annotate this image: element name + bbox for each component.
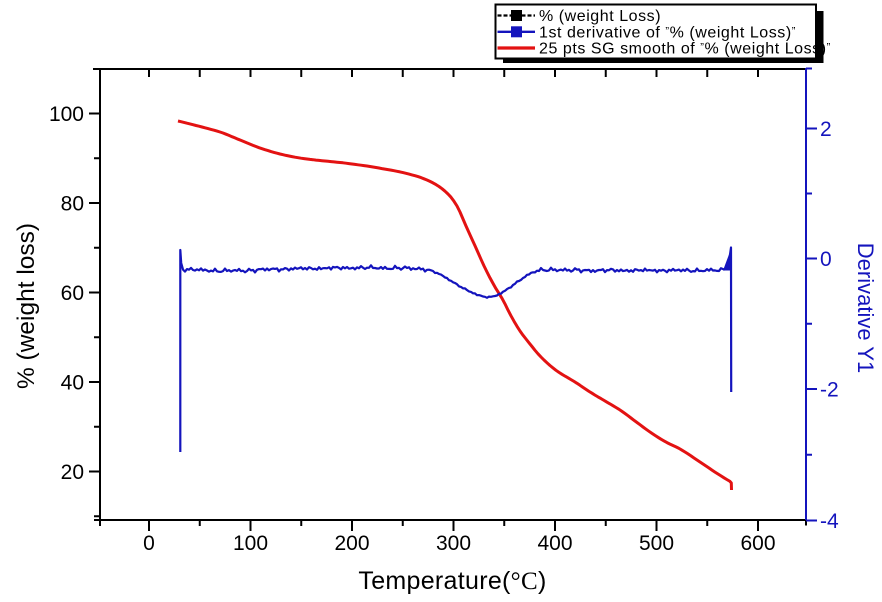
- svg-text:500: 500: [639, 532, 674, 555]
- svg-text:Temperature(°C): Temperature(°C): [358, 567, 546, 595]
- svg-text:25 pts SG smooth of ”% (weight: 25 pts SG smooth of ”% (weight Loss)”: [539, 41, 831, 58]
- svg-text:-4: -4: [820, 510, 839, 533]
- svg-text:200: 200: [334, 532, 369, 555]
- svg-text:60: 60: [61, 282, 84, 305]
- svg-text:Derivative Y1: Derivative Y1: [853, 243, 878, 373]
- svg-text:400: 400: [537, 532, 572, 555]
- svg-text:20: 20: [61, 461, 84, 484]
- svg-text:1st derivative of ”% (weight L: 1st derivative of ”% (weight Loss)”: [539, 24, 796, 41]
- svg-text:80: 80: [61, 193, 84, 216]
- svg-text:2: 2: [820, 118, 832, 141]
- svg-text:-2: -2: [820, 379, 839, 402]
- svg-text:100: 100: [233, 532, 268, 555]
- svg-text:100: 100: [49, 103, 84, 126]
- svg-text:40: 40: [61, 372, 84, 395]
- svg-text:300: 300: [436, 532, 471, 555]
- svg-text:600: 600: [740, 532, 775, 555]
- svg-text:% (weight Loss): % (weight Loss): [539, 8, 661, 25]
- svg-text:0: 0: [820, 248, 832, 271]
- svg-text:0: 0: [143, 532, 155, 555]
- svg-text:% (weight loss): % (weight loss): [13, 223, 40, 389]
